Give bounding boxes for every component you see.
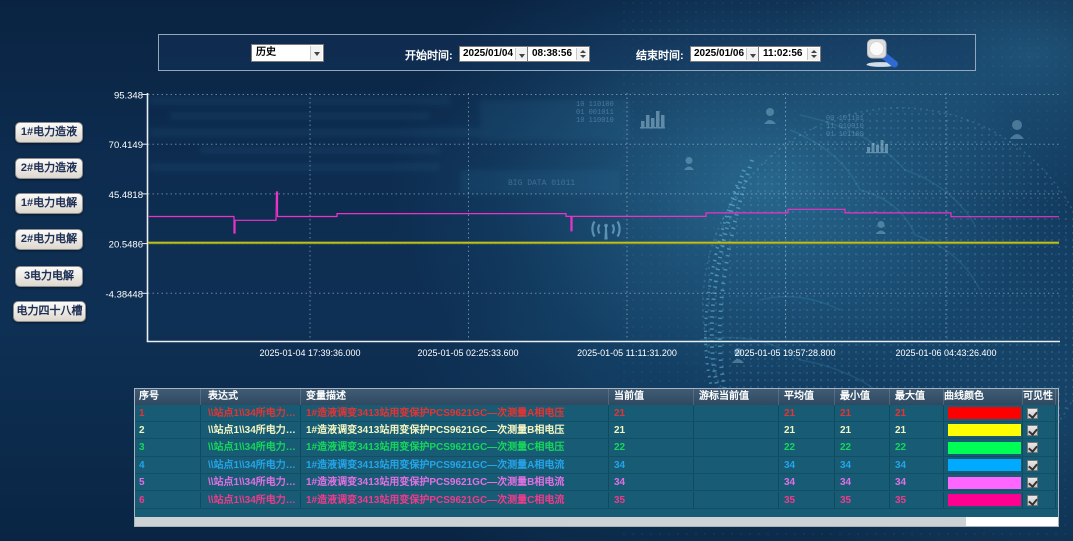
svg-text:01 001011: 01 001011 <box>576 109 614 117</box>
svg-text:2025-01-04 17:39:36.000: 2025-01-04 17:39:36.000 <box>259 348 360 358</box>
svg-text:10 110010: 10 110010 <box>576 117 614 125</box>
svg-text:2025-01-05 02:25:33.600: 2025-01-05 02:25:33.600 <box>417 348 518 358</box>
svg-text:70.4149: 70.4149 <box>109 140 143 151</box>
svg-text:45.4818: 45.4818 <box>109 190 143 201</box>
svg-text:2025-01-05 11:11:31.200: 2025-01-05 11:11:31.200 <box>577 348 677 358</box>
svg-text:2025-01-05 19:57:28.800: 2025-01-05 19:57:28.800 <box>734 348 835 358</box>
svg-text:2025-01-06 04:43:26.400: 2025-01-06 04:43:26.400 <box>895 348 996 358</box>
svg-text:00 101101: 00 101101 <box>826 115 864 123</box>
svg-text:10 110100: 10 110100 <box>576 101 614 109</box>
svg-text:-4.38448: -4.38448 <box>105 289 143 300</box>
svg-text:01 101100: 01 101100 <box>826 131 864 139</box>
svg-text:BIG DATA 01011: BIG DATA 01011 <box>508 179 575 188</box>
svg-text:20.5486: 20.5486 <box>109 240 143 251</box>
svg-text:11 010010: 11 010010 <box>826 123 864 131</box>
svg-text:95.348: 95.348 <box>114 91 143 102</box>
